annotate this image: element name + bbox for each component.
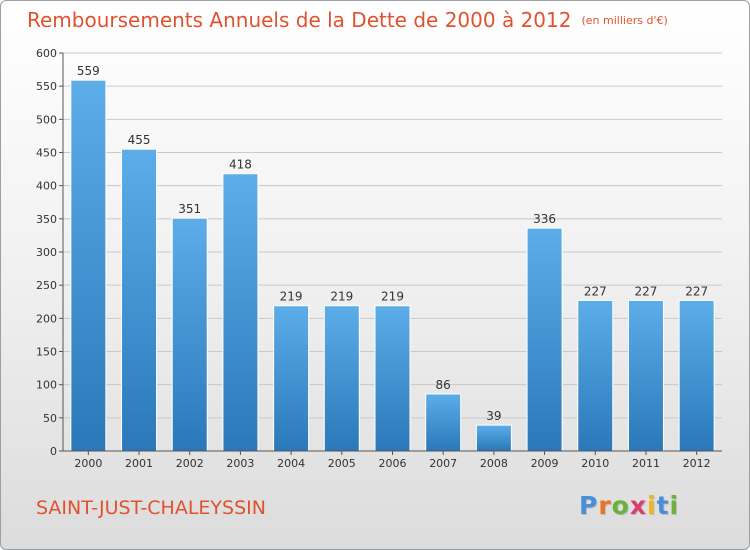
y-tick-label: 50	[43, 412, 57, 425]
bar-value-label: 219	[381, 290, 404, 304]
x-tick-label: 2000	[74, 457, 102, 470]
bar-2009	[526, 227, 563, 452]
y-tick-label: 300	[36, 246, 57, 259]
bar-2003	[222, 173, 259, 452]
y-tick-label: 600	[36, 47, 57, 60]
x-tick-label: 2001	[125, 457, 153, 470]
x-tick-label: 2011	[632, 457, 660, 470]
bar-2007	[425, 393, 462, 452]
x-tick-label: 2003	[226, 457, 254, 470]
x-tick-label: 2005	[328, 457, 356, 470]
x-tick-label: 2012	[683, 457, 711, 470]
x-tick-label: 2009	[531, 457, 559, 470]
bar-2010	[577, 299, 614, 452]
y-tick-label: 450	[36, 147, 57, 160]
bar-value-label: 455	[128, 133, 151, 147]
y-tick-label: 400	[36, 180, 57, 193]
y-tick-label: 0	[50, 445, 57, 458]
x-tick-label: 2002	[176, 457, 204, 470]
chart-unit: (en milliers d'€)	[581, 14, 668, 27]
bar-value-label: 418	[229, 158, 252, 172]
y-tick-label: 250	[36, 279, 57, 292]
x-tick-label: 2010	[581, 457, 609, 470]
bar-value-label: 227	[635, 284, 658, 298]
x-tick-label: 2006	[379, 457, 407, 470]
y-tick-label: 150	[36, 346, 57, 359]
y-tick-label: 200	[36, 312, 57, 325]
commune-name: SAINT-JUST-CHALEYSSIN	[36, 497, 266, 519]
bar-value-label: 336	[533, 212, 556, 226]
y-tick-label: 100	[36, 379, 57, 392]
bar-2002	[171, 217, 208, 452]
bar-value-label: 227	[685, 284, 708, 298]
y-tick-label: 500	[36, 113, 57, 126]
bar-value-label: 219	[330, 290, 353, 304]
bar-2006	[374, 305, 411, 452]
bar-2012	[678, 299, 715, 452]
chart-title: Remboursements Annuels de la Dette de 20…	[27, 8, 668, 32]
bar-value-label: 86	[436, 378, 451, 392]
x-tick-label: 2007	[429, 457, 457, 470]
bar-value-label: 219	[280, 290, 303, 304]
y-tick-label: 350	[36, 213, 57, 226]
bar-value-label: 351	[178, 202, 201, 216]
x-tick-label: 2008	[480, 457, 508, 470]
bar-2001	[121, 148, 158, 452]
bar-2005	[323, 305, 360, 452]
bar-value-label: 559	[77, 64, 100, 78]
chart-title-text: Remboursements Annuels de la Dette de 20…	[27, 8, 572, 32]
bar-2004	[273, 305, 310, 452]
proxiti-logo: Proxiti	[579, 491, 680, 520]
bar-2011	[627, 299, 664, 452]
bar-2008	[475, 424, 512, 452]
x-tick-label: 2004	[277, 457, 305, 470]
bar-2000	[70, 79, 107, 452]
y-tick-label: 550	[36, 80, 57, 93]
bar-value-label: 227	[584, 284, 607, 298]
bar-value-label: 39	[486, 409, 501, 423]
